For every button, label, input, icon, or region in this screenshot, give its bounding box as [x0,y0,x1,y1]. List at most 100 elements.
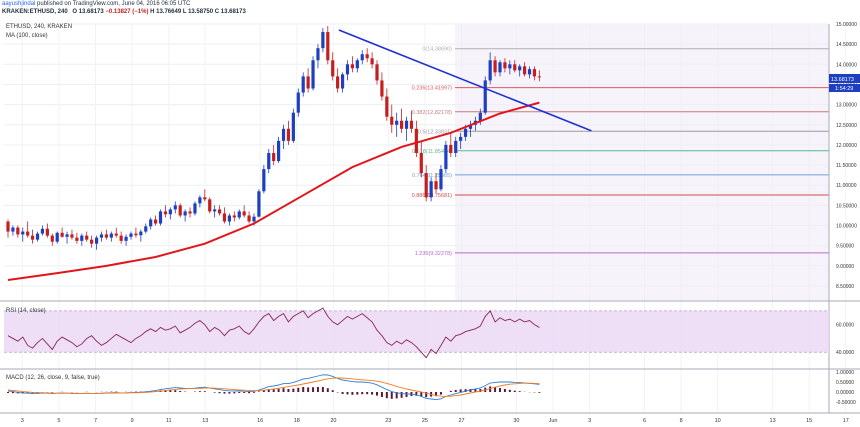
x-tick-label: 25 [422,418,428,424]
candle [65,234,69,237]
y-tick-label: 11.00000 [836,183,857,189]
publisher-line: aayushjindal published on TradingView.co… [2,1,190,7]
candle [321,32,325,49]
candle [119,235,123,241]
candle [409,120,414,129]
y-tick-label: 12.00000 [836,143,857,149]
candle [70,234,74,238]
candle [203,197,207,200]
candle [390,116,394,125]
candle [331,60,335,77]
close-value: 13.68173 [220,9,246,15]
trendline[interactable] [338,29,592,132]
x-tick-label: 10 [715,418,721,424]
candle [144,226,148,232]
candle [518,66,522,71]
candle [463,128,468,137]
candle [316,48,320,61]
y-tick-label: 12.50000 [836,123,857,129]
candle [296,92,300,113]
candle [90,239,94,244]
candle [257,191,261,217]
rsi-tick-label: 40.0000 [836,350,854,356]
candle [242,211,246,216]
candle [277,140,281,162]
candle [365,54,369,59]
candle [311,60,315,89]
x-tick-label: 27 [458,418,464,424]
fib-level-label: 0.236(13.41997) [412,86,453,92]
candle [114,233,118,236]
x-tick-label: 9 [131,418,134,424]
author-link[interactable]: aayushjindal [2,1,36,7]
candle [168,209,172,215]
candle [26,231,30,236]
symbol-line: KRAKEN:ETHUSD, 240 [2,9,68,15]
candle [99,234,104,238]
candle [129,233,133,237]
candle [60,232,64,237]
candle [459,136,463,141]
y-tick-label: 11.50000 [836,163,857,169]
fib-level-label: 1.236(9.32278) [415,251,452,257]
candle [31,235,35,240]
candle [395,120,399,125]
candle [286,128,291,141]
fib-zone [455,24,829,300]
x-tick-label: 3 [588,418,591,424]
ohlc-line: KRAKEN:ETHUSD, 240 O 13.68173 −0.13827 (… [2,9,246,15]
candle [444,144,448,170]
x-tick-label: 13 [202,418,208,424]
candle [183,211,187,216]
candle [85,235,89,240]
x-tick-label: 13 [770,418,776,424]
y-tick-label: 10.00000 [836,224,857,230]
y-tick-label: 9.00000 [836,264,854,270]
candle [523,66,527,75]
candle [163,211,168,215]
candle [400,120,404,129]
candle [272,152,276,162]
macd-tick-label: 0.00000 [836,390,854,396]
x-tick-label: Jun [549,418,558,424]
candle [380,80,384,97]
candle [16,227,20,235]
candle [483,80,487,113]
candle [40,228,45,234]
low-value: 13.58750 [188,9,214,15]
candle [488,60,492,81]
candle [326,32,330,61]
candle [513,64,517,71]
candle [360,54,364,61]
y-tick-label: 8.50000 [836,284,854,290]
candle [252,216,256,222]
published-text: published on TradingView.com, June 04, 2… [37,1,191,7]
x-tick-label: 18 [294,418,300,424]
candle [503,62,507,69]
macd-tick-label: 0.50000 [836,380,854,386]
fib-level-label: 0.382(12.82178) [412,110,453,116]
x-tick-label: 30 [513,418,519,424]
candle [149,219,153,227]
candle [134,233,138,236]
candle [281,128,286,141]
candle [6,221,10,232]
candle [468,124,473,129]
candle [213,209,217,212]
candle [188,211,192,214]
candle [124,236,128,241]
x-tick-label: 16 [257,418,263,424]
candle [301,76,305,93]
price-tag: 13.68173 1:54:29 [829,74,860,92]
x-tick-label: 23 [385,418,391,424]
y-tick-label: 9.50000 [836,244,854,250]
candle [493,60,497,73]
candle [94,237,99,244]
y-tick-label: 10.50000 [836,203,857,209]
open-value: 13.68173 [78,9,104,15]
candle [50,235,54,242]
candle [527,69,532,75]
candle [247,215,251,222]
fib-level-label: 0(14.38690) [422,47,452,53]
